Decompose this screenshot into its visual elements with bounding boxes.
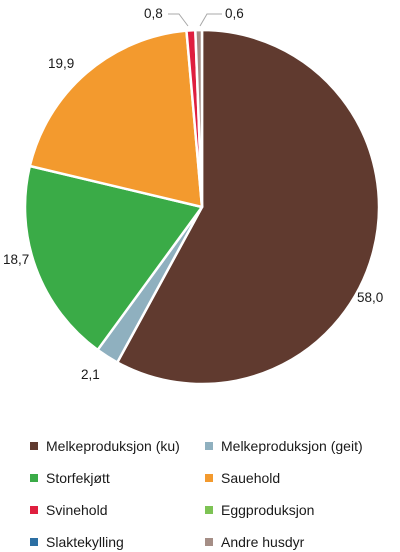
data-label-storfekjott: 18,7	[3, 252, 29, 267]
pie-slice-sauehold	[28, 29, 204, 209]
legend-swatch-storfekjott	[30, 474, 38, 482]
legend-swatch-eggproduksjon	[205, 506, 213, 514]
legend-swatch-sauehold	[205, 474, 213, 482]
legend-item-andre-husdyr: Andre husdyr	[205, 534, 305, 550]
pie-slice-melkeproduksjon-ku	[116, 28, 381, 386]
legend-swatch-melkeproduksjon-ku	[30, 442, 38, 450]
legend: Melkeproduksjon (ku) Melkeproduksjon (gei…	[30, 438, 363, 550]
legend-item-slaktekylling: Slaktekylling	[30, 534, 124, 550]
legend-label-eggproduksjon: Eggproduksjon	[221, 502, 314, 518]
leader-lines	[168, 13, 222, 27]
legend-label-melkeproduksjon-geit: Melkeproduksjon (geit)	[221, 438, 363, 454]
legend-item-storfekjott: Storfekjøtt	[30, 470, 110, 486]
legend-item-svinehold: Svinehold	[30, 502, 108, 518]
legend-item-melkeproduksjon-ku: Melkeproduksjon (ku)	[30, 438, 180, 454]
pie-slices	[23, 28, 381, 386]
data-label-sauehold: 19,9	[48, 56, 74, 71]
data-label-melkeproduksjon-geit: 2,1	[81, 367, 100, 382]
legend-swatch-svinehold	[30, 506, 38, 514]
data-label-svinehold: 0,8	[144, 6, 163, 21]
data-labels: 58,0 2,1 18,7 19,9 0,8 0,6	[3, 6, 383, 382]
legend-label-sauehold: Sauehold	[221, 470, 280, 486]
data-label-melkeproduksjon-ku: 58,0	[357, 290, 383, 305]
legend-label-melkeproduksjon-ku: Melkeproduksjon (ku)	[46, 438, 180, 454]
legend-swatch-andre-husdyr	[205, 538, 213, 546]
legend-label-svinehold: Svinehold	[46, 502, 108, 518]
legend-item-eggproduksjon: Eggproduksjon	[205, 502, 314, 518]
data-label-andre-husdyr: 0,6	[225, 6, 244, 21]
legend-item-sauehold: Sauehold	[205, 470, 280, 486]
legend-label-andre-husdyr: Andre husdyr	[221, 534, 305, 550]
legend-label-slaktekylling: Slaktekylling	[46, 534, 124, 550]
legend-item-melkeproduksjon-geit: Melkeproduksjon (geit)	[205, 438, 363, 454]
leader-line-svinehold	[168, 13, 189, 27]
legend-swatch-melkeproduksjon-geit	[205, 442, 213, 450]
pie-slice-storfekjott	[23, 164, 204, 352]
leader-line-andre-husdyr	[199, 13, 222, 27]
legend-swatch-slaktekylling	[30, 538, 38, 546]
legend-label-storfekjott: Storfekjøtt	[46, 470, 110, 486]
pie-slice-andre-husdyr	[194, 28, 204, 209]
